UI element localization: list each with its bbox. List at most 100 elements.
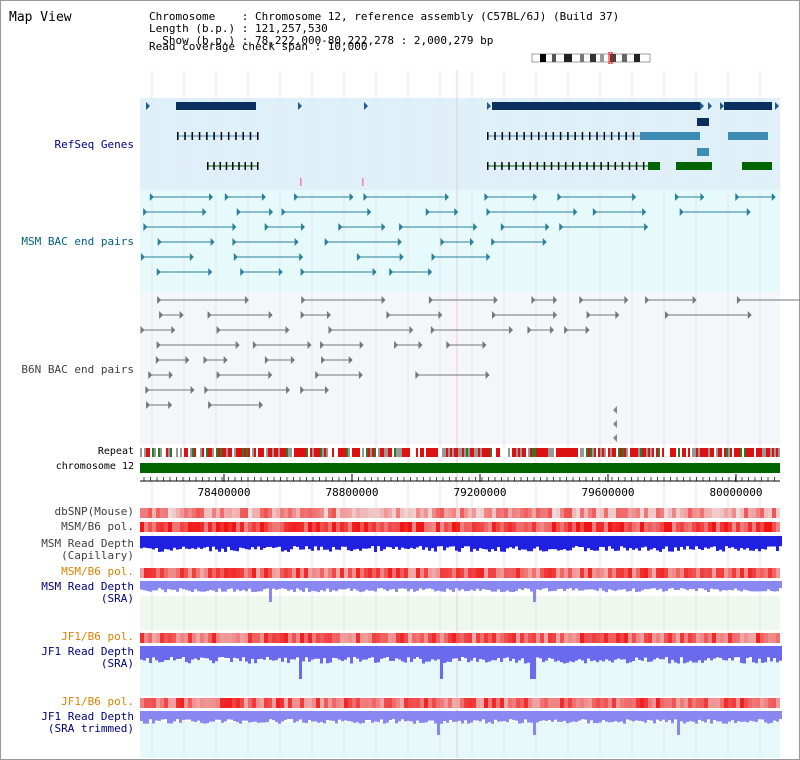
jf1-trim-depth bbox=[665, 711, 668, 723]
msm-capillary-depth bbox=[758, 536, 761, 552]
msm-capillary-depth bbox=[437, 536, 440, 547]
msm-sra-depth bbox=[728, 581, 731, 591]
msm-capillary-depth bbox=[476, 536, 479, 551]
msm-capillary-depth bbox=[215, 536, 218, 550]
msm-pol-strip bbox=[732, 522, 736, 532]
jf1-trim-depth bbox=[689, 711, 692, 722]
dbsnp-strip bbox=[396, 508, 400, 518]
repeat-segment bbox=[328, 448, 330, 457]
msm-bac-pair-end bbox=[157, 238, 162, 246]
jf1-pol-strip bbox=[340, 633, 344, 643]
msm-bac-pair-end bbox=[236, 208, 241, 216]
msm-sra-depth bbox=[221, 581, 224, 592]
gene-exon bbox=[244, 162, 246, 170]
chromosome-ideogram[interactable] bbox=[530, 52, 652, 64]
jf1-trim-depth bbox=[155, 711, 158, 721]
repeat-segment bbox=[512, 448, 514, 457]
msm-capillary-depth bbox=[269, 536, 272, 547]
msm-capillary-depth bbox=[590, 536, 593, 550]
jf1-trim-depth bbox=[671, 711, 674, 724]
msm-capillary-depth bbox=[500, 536, 503, 552]
jf1-pol-strip bbox=[232, 698, 236, 708]
msm-sra-depth bbox=[350, 581, 353, 591]
jf1-pol-strip bbox=[704, 633, 708, 643]
msm-sra-depth bbox=[317, 581, 320, 593]
jf1-pol-strip bbox=[448, 633, 452, 643]
gene-exon bbox=[220, 132, 223, 140]
repeat-segment bbox=[424, 448, 426, 457]
jf1-sra-depth bbox=[740, 646, 743, 664]
msm-capillary-depth bbox=[323, 536, 326, 550]
msm-bac-pair-end bbox=[189, 253, 194, 261]
msm-capillary-depth bbox=[185, 536, 188, 549]
jf1-pol-strip bbox=[540, 698, 544, 708]
jf1-sra-depth bbox=[683, 646, 686, 664]
repeat-segment bbox=[370, 448, 372, 457]
msm-pol-strip bbox=[328, 522, 332, 532]
msm-sra-depth bbox=[467, 581, 470, 592]
jf1-sra-depth bbox=[611, 646, 614, 663]
msm-pol-strip bbox=[612, 522, 616, 532]
msm-pol-strip bbox=[364, 568, 368, 578]
msm-capillary-depth bbox=[155, 536, 158, 548]
jf1-sra-depth bbox=[224, 646, 227, 658]
jf1-pol-strip bbox=[352, 698, 356, 708]
msm-capillary-depth bbox=[302, 536, 305, 550]
jf1-trim-depth bbox=[386, 711, 389, 723]
repeat-segment bbox=[140, 448, 142, 457]
msm-bac-pair-end bbox=[399, 223, 404, 231]
msm-capillary-depth bbox=[257, 536, 260, 547]
msm-capillary-depth bbox=[191, 536, 194, 549]
msm-sra-depth bbox=[491, 581, 494, 592]
jf1-pol-strip bbox=[368, 633, 372, 643]
msm-sra-depth bbox=[404, 581, 407, 589]
msm-capillary-depth bbox=[425, 536, 428, 548]
jf1-trim-depth bbox=[743, 711, 746, 722]
msm-sra-depth bbox=[287, 581, 290, 591]
jf1-sra-depth bbox=[422, 646, 425, 664]
msm-pol-strip bbox=[656, 568, 660, 578]
jf1-sra-depth bbox=[590, 646, 593, 662]
repeat-segment bbox=[310, 448, 312, 457]
msm-capillary-depth bbox=[422, 536, 425, 550]
jf1-pol-strip bbox=[652, 698, 656, 708]
jf1-pol-strip bbox=[392, 633, 396, 643]
msm-sra-depth bbox=[326, 581, 329, 589]
jf1-pol-strip bbox=[184, 633, 188, 643]
jf1-pol-strip bbox=[460, 633, 464, 643]
repeat-segment bbox=[376, 448, 378, 457]
repeat-segment bbox=[354, 448, 356, 457]
msm-sra-depth bbox=[551, 581, 554, 591]
jf1-trim-depth bbox=[293, 711, 296, 723]
msm-pol-strip bbox=[652, 522, 656, 532]
repeat-segment bbox=[708, 448, 710, 457]
jf1-sra-depth bbox=[533, 646, 536, 679]
jf1-pol-strip bbox=[188, 698, 192, 708]
msm-sra-depth bbox=[599, 581, 602, 589]
jf1-sra-depth bbox=[419, 646, 422, 659]
jf1-pol-strip bbox=[704, 698, 708, 708]
repeat-segment bbox=[322, 448, 324, 457]
repeat-segment bbox=[282, 448, 284, 457]
b6n-bac-pair-end bbox=[223, 356, 228, 364]
msm-sra-depth bbox=[362, 581, 365, 592]
jf1-sra-depth bbox=[407, 646, 410, 658]
jf1-sra-depth bbox=[719, 646, 722, 658]
jf1-pol-strip bbox=[160, 633, 164, 643]
msm-pol-strip bbox=[216, 522, 220, 532]
jf1-trim-depth bbox=[704, 711, 707, 723]
jf1-pol-strip bbox=[308, 633, 312, 643]
msm-pol-strip bbox=[440, 568, 444, 578]
dbsnp-strip bbox=[668, 508, 672, 518]
jf1-trim-depth bbox=[398, 711, 401, 722]
repeat-segment bbox=[156, 448, 158, 457]
jf1-pol-strip bbox=[604, 633, 608, 643]
jf1-trim-depth bbox=[779, 711, 782, 720]
msm-pol-strip bbox=[628, 568, 632, 578]
repeat-segment bbox=[666, 448, 668, 457]
repeat-segment bbox=[270, 448, 272, 457]
jf1-trim-depth bbox=[218, 711, 221, 720]
jf1-trim-depth bbox=[623, 711, 626, 724]
msm-pol-strip bbox=[320, 568, 324, 578]
